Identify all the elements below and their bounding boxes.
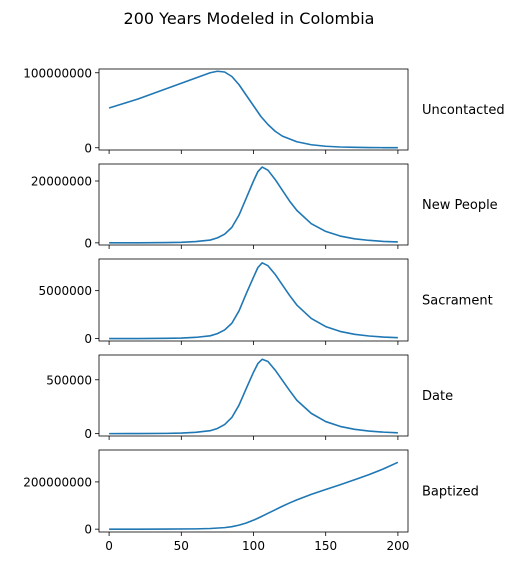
panel-5: 0 200000000 0 50 100 150 200 Baptized [23, 449, 479, 553]
axes-frame [98, 258, 409, 342]
axes-frame [98, 163, 409, 246]
panels: 0 100000000 Uncontacted 0 20000000 New People… [23, 66, 504, 553]
y-tick-label: 0 [84, 236, 92, 250]
x-tick-label: 150 [314, 539, 337, 553]
figure-title: 200 Years Modeled in Colombia [124, 9, 375, 28]
panel-label: Sacrament [422, 294, 493, 309]
y-tick-label: 5000000 [39, 284, 92, 298]
series-line-3 [109, 262, 398, 340]
panel-label: Uncontacted [422, 103, 505, 118]
panel-label: Date [422, 389, 453, 404]
y-tick-label: 0 [84, 427, 92, 441]
y-tick-label: 0 [84, 141, 92, 155]
y-tick-label: 0 [84, 523, 92, 537]
x-tick-label: 50 [174, 539, 189, 553]
y-tick-label: 0 [84, 332, 92, 346]
x-tick-label: 200 [386, 539, 409, 553]
x-tick-label: 0 [105, 539, 113, 553]
y-tick-label: 100000000 [23, 66, 92, 80]
series-line-2 [109, 166, 398, 244]
panel-3: 0 5000000 Sacrament [39, 258, 493, 346]
y-tick-label: 20000000 [31, 175, 92, 189]
x-tick-label: 100 [242, 539, 265, 553]
y-tick-label: 200000000 [23, 475, 92, 489]
series-line-4 [109, 358, 398, 435]
panel-4: 0 500000 Date [46, 354, 453, 441]
axes-frame [98, 68, 409, 151]
series-line-1 [108, 70, 398, 149]
panel-label: Baptized [422, 485, 479, 500]
panel-label: New People [422, 198, 498, 213]
panel-1: 0 100000000 Uncontacted [23, 66, 504, 155]
y-tick-label: 500000 [46, 373, 92, 387]
panel-2: 0 20000000 New People [31, 163, 498, 250]
axes-frame [98, 354, 409, 437]
series-line-5 [109, 461, 399, 530]
